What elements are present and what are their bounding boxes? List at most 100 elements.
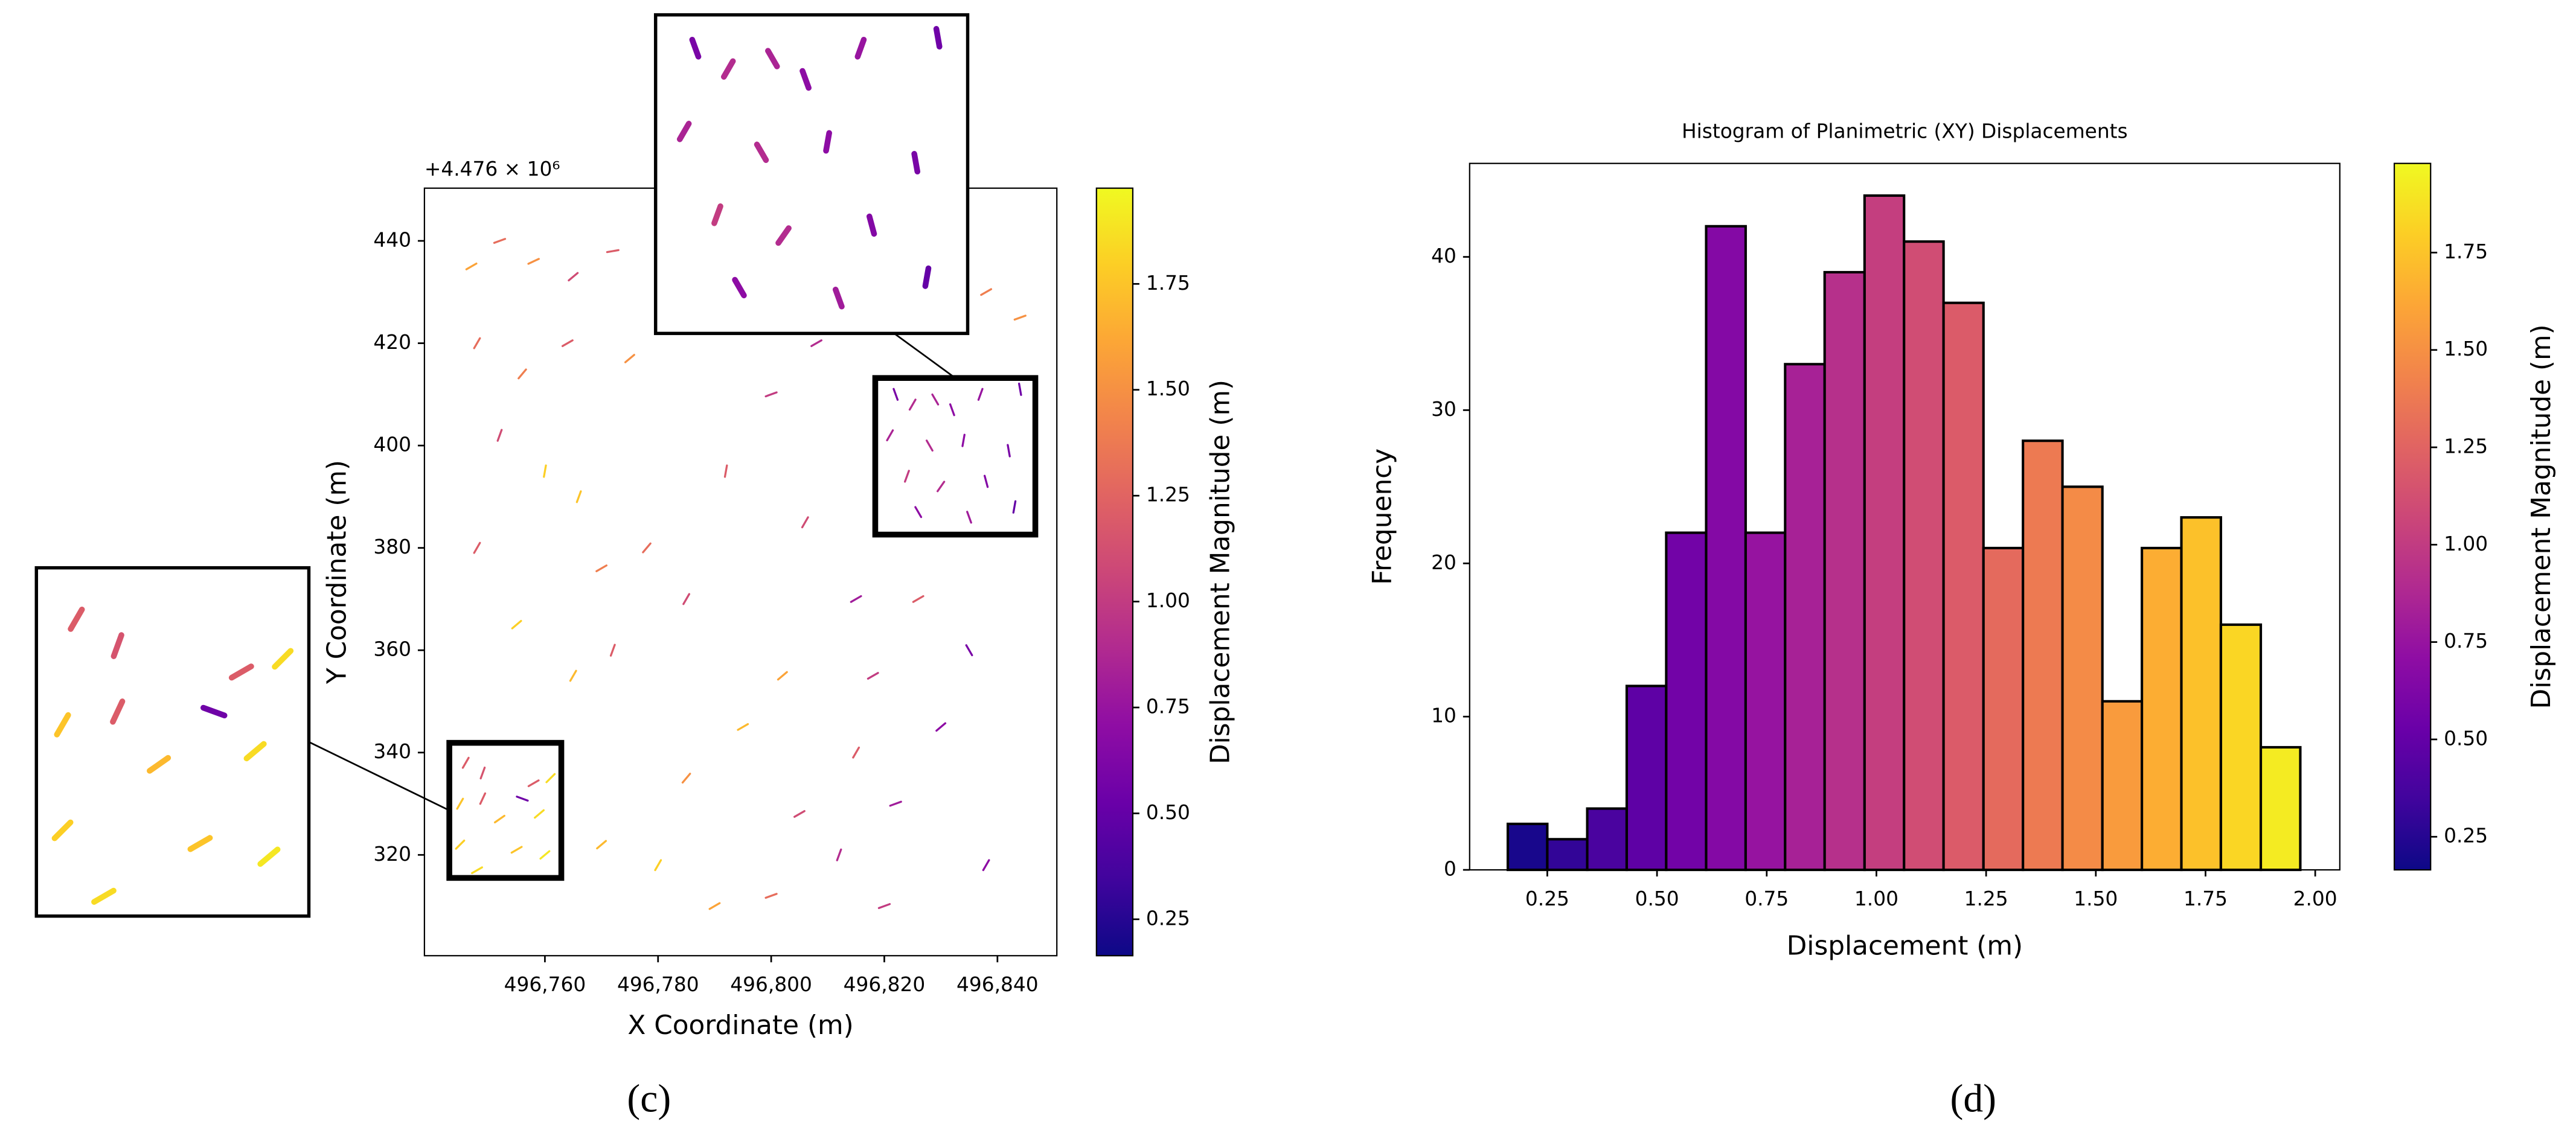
displacement-vector [852, 746, 860, 759]
displacement-vector [68, 606, 85, 632]
bar [1863, 194, 1906, 872]
y-tick-label: 40 [1431, 244, 1456, 267]
bar [1744, 531, 1787, 872]
displacement-vector [892, 388, 899, 401]
y-tick-label: 360 [373, 638, 411, 661]
displacement-vector [949, 403, 955, 417]
displacement-vector [854, 36, 867, 60]
displacement-vector [200, 704, 228, 719]
y-offset-label: +4.476 × 10⁶ [425, 158, 560, 180]
displacement-vector [937, 480, 946, 493]
displacement-vector [54, 712, 71, 738]
zoom-connector [308, 741, 450, 811]
y-tick-label: 420 [373, 331, 411, 354]
displacement-vector [980, 288, 993, 296]
displacement-vector [479, 766, 486, 780]
bar [2219, 623, 2263, 872]
displacement-vector [1017, 382, 1022, 396]
displacement-vector [982, 859, 990, 872]
colorbar-tick-label: 0.50 [1146, 801, 1190, 824]
displacement-vector [777, 671, 788, 681]
colorbar-tick-label: 1.00 [1146, 589, 1190, 612]
bar [2141, 546, 2183, 872]
displacement-vector [228, 663, 254, 681]
x-tick-label: 496,760 [504, 973, 586, 996]
displacement-vector [510, 846, 523, 854]
displacement-vector [561, 339, 574, 347]
bar [1942, 301, 1985, 872]
displacement-vector [568, 272, 579, 282]
displacement-vector [912, 595, 924, 603]
y-tick-label: 440 [373, 229, 411, 252]
bar [1625, 685, 1668, 872]
displacement-vector [914, 506, 923, 519]
bar [1506, 822, 1549, 872]
bar [2022, 439, 2064, 872]
bar [1982, 546, 2025, 872]
y-tick-label: 20 [1431, 551, 1456, 574]
colorbar-tick-label: 1.00 [2444, 532, 2488, 555]
displacement-vector [493, 238, 507, 244]
zoom-box [446, 739, 565, 881]
displacement-vector [961, 433, 966, 447]
displacement-vector [983, 474, 989, 488]
displacement-vector [243, 741, 267, 762]
displacement-vector [793, 810, 806, 818]
displacement-vector [543, 464, 547, 478]
displacement-vector [922, 265, 932, 289]
displacement-vector [1007, 444, 1011, 458]
displacement-vector [850, 595, 862, 603]
bar [2180, 516, 2222, 872]
displacement-vector [1012, 500, 1017, 514]
displacement-vector [471, 866, 483, 875]
displacement-vector [966, 511, 972, 524]
displacement-vector [886, 429, 894, 442]
x-axis-label: Displacement (m) [1787, 931, 2023, 962]
displacement-vector [147, 755, 171, 774]
displacement-vector [723, 464, 728, 478]
displacement-vector [877, 903, 891, 909]
displacement-vector [595, 564, 608, 572]
displacement-vector [272, 648, 294, 670]
displacement-vector [866, 213, 877, 237]
displacement-vector [708, 902, 721, 910]
x-tick-label: 0.75 [1745, 887, 1789, 910]
bar [1784, 363, 1826, 872]
inset [676, 26, 943, 310]
inset-frame [653, 13, 970, 336]
bar [1586, 807, 1628, 872]
displacement-vector [764, 391, 778, 398]
displacement-vector [754, 141, 769, 163]
displacement-vector [764, 893, 778, 899]
displacement-vector [516, 796, 529, 802]
colorbar [1095, 187, 1134, 957]
bar [2061, 485, 2104, 872]
bar [1665, 531, 1708, 872]
colorbar-tick-label: 1.25 [2444, 435, 2488, 458]
y-tick-label: 0 [1444, 858, 1456, 881]
displacement-vector [775, 225, 792, 246]
displacement-vector [461, 756, 470, 769]
colorbar-tick-label: 0.75 [2444, 630, 2488, 653]
colorbar-tick-label: 1.50 [2444, 337, 2488, 360]
colorbar-tick-label: 1.75 [1146, 272, 1190, 295]
displacement-vector [642, 542, 652, 554]
inset-panel [655, 14, 968, 334]
displacement-vector [511, 620, 522, 630]
displacement-vector [539, 850, 551, 860]
displacement-vector [534, 809, 545, 819]
colorbar-tick-label: 0.75 [1146, 695, 1190, 718]
inset-frame [34, 566, 311, 918]
displacement-vector [609, 643, 616, 657]
bar [1705, 225, 1747, 872]
plot-frame [1469, 162, 2341, 871]
displacement-vector [823, 130, 832, 154]
displacement-vector [654, 859, 662, 872]
colorbar [2393, 162, 2432, 871]
displacement-vector [737, 723, 749, 731]
displacement-vector [711, 203, 723, 226]
displacement-vector [765, 48, 780, 69]
displacement-vector [732, 276, 747, 299]
displacement-vector [832, 286, 845, 310]
bar [1823, 270, 1866, 872]
